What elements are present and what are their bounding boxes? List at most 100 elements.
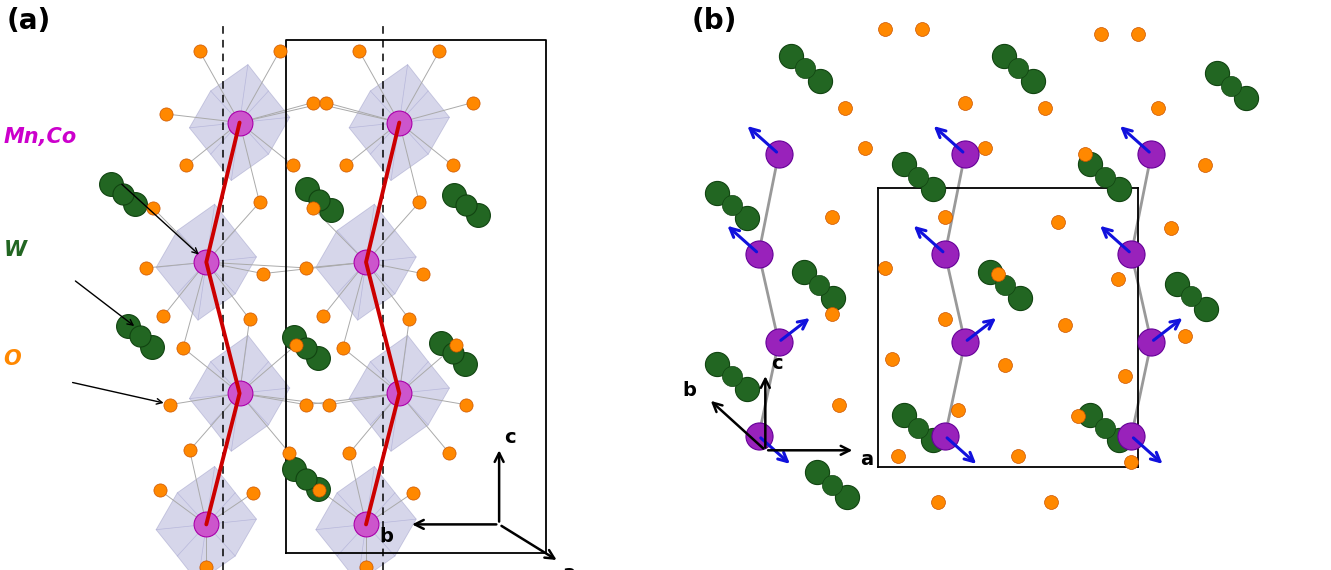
Point	[1206, 68, 1227, 78]
Point	[1166, 279, 1187, 288]
Point	[893, 160, 914, 169]
Point	[156, 109, 177, 119]
Point	[910, 24, 932, 33]
Point	[736, 213, 757, 222]
Point	[389, 118, 410, 127]
Point	[462, 98, 483, 107]
Point	[1194, 161, 1215, 170]
Point	[1079, 410, 1101, 420]
Point	[707, 188, 728, 197]
Point	[240, 315, 261, 324]
Point	[455, 400, 476, 409]
Point	[242, 488, 264, 498]
Text: $\bf{c}$: $\bf{c}$	[771, 355, 783, 373]
Point	[189, 47, 210, 56]
Point	[136, 263, 157, 272]
Polygon shape	[315, 204, 417, 320]
Text: $\bf{c}$: $\bf{c}$	[504, 429, 516, 447]
Point	[389, 389, 410, 398]
Point	[823, 293, 844, 302]
Point	[1121, 431, 1142, 441]
Point	[439, 449, 461, 458]
Point	[319, 400, 341, 409]
Point	[333, 343, 354, 352]
Point	[141, 342, 162, 351]
Point	[821, 212, 843, 221]
Point	[948, 406, 969, 415]
Point	[855, 144, 876, 153]
Point	[355, 520, 377, 529]
Point	[284, 464, 305, 473]
Point	[1074, 149, 1095, 158]
Point	[117, 321, 138, 331]
Point	[748, 431, 769, 441]
Point	[1114, 372, 1135, 381]
Polygon shape	[189, 64, 290, 181]
Point	[1022, 76, 1044, 86]
Point	[954, 149, 976, 158]
Point	[295, 400, 317, 409]
Point	[309, 486, 330, 495]
Point	[309, 195, 330, 204]
Point	[1195, 304, 1217, 314]
Point	[153, 312, 173, 321]
Point	[1147, 104, 1169, 113]
Point	[429, 47, 450, 56]
Text: $\bf{a}$: $\bf{a}$	[562, 564, 576, 570]
Point	[302, 98, 323, 107]
Point	[1109, 185, 1130, 194]
Point	[1121, 457, 1142, 466]
Point	[249, 198, 270, 207]
Point	[768, 337, 789, 347]
Point	[442, 161, 463, 170]
Point	[355, 563, 377, 570]
Point	[908, 172, 929, 181]
Point	[285, 340, 306, 349]
Point	[922, 185, 944, 194]
Point	[315, 98, 337, 107]
Point	[721, 372, 743, 381]
Text: $\bf{a}$: $\bf{a}$	[860, 450, 873, 469]
Point	[1091, 30, 1113, 39]
Point	[1094, 423, 1115, 432]
Point	[278, 449, 299, 458]
Polygon shape	[349, 64, 450, 181]
Point	[1008, 64, 1029, 73]
Point	[821, 309, 843, 318]
Point	[881, 355, 902, 364]
Polygon shape	[156, 204, 257, 320]
Text: O: O	[3, 349, 21, 369]
Point	[269, 47, 290, 56]
Point	[1141, 337, 1162, 347]
Point	[1141, 149, 1162, 158]
Point	[994, 280, 1016, 290]
Point	[149, 486, 170, 495]
Point	[399, 315, 421, 324]
Point	[821, 480, 843, 489]
Point	[1127, 30, 1149, 39]
Point	[922, 435, 944, 445]
Point	[954, 98, 976, 107]
Point	[888, 451, 909, 461]
Polygon shape	[156, 466, 257, 570]
Point	[707, 359, 728, 368]
Polygon shape	[315, 466, 417, 570]
Point	[780, 51, 801, 60]
Point	[307, 353, 329, 363]
Point	[807, 467, 828, 477]
Point	[142, 203, 164, 213]
Point	[173, 343, 194, 352]
Point	[993, 51, 1014, 60]
Point	[793, 268, 815, 277]
Point	[338, 449, 359, 458]
Point	[196, 563, 217, 570]
Point	[430, 339, 451, 348]
Point	[934, 431, 956, 441]
Point	[295, 343, 317, 352]
Point	[736, 384, 757, 393]
Point	[454, 359, 475, 368]
Point	[101, 179, 122, 188]
Text: (b): (b)	[692, 6, 737, 35]
Point	[721, 201, 743, 210]
Point	[954, 337, 976, 347]
